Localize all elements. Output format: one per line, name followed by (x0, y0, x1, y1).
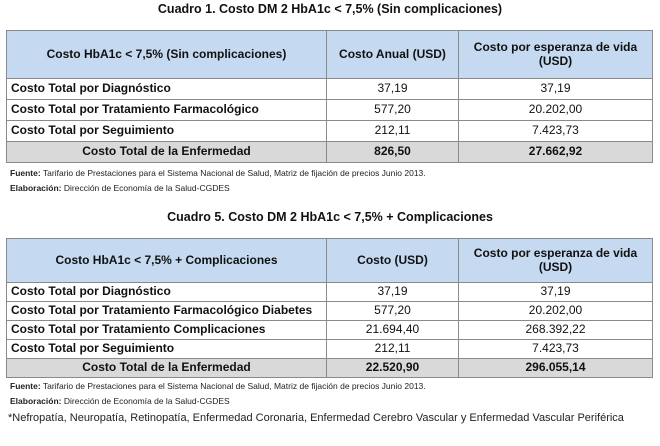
cost-table-5: Costo HbA1c < 7,5% + Complicaciones Cost… (6, 238, 653, 378)
header-life-expectancy-cost: Costo por esperanza de vida (USD) (458, 238, 653, 283)
total-value: 27.662,92 (458, 141, 653, 163)
row-value: 577,20 (326, 99, 459, 121)
total-label: Costo Total de la Enfermedad (6, 141, 327, 163)
row-value: 21.694,40 (326, 320, 459, 340)
table-5-source: Fuente: Tarifario de Prestaciones para e… (10, 381, 426, 391)
header-category: Costo HbA1c < 7,5% + Complicaciones (6, 238, 327, 283)
row-value: 577,20 (326, 301, 459, 321)
row-value: 212,11 (326, 120, 459, 142)
source-label: Fuente: (10, 168, 41, 178)
source-label: Fuente: (10, 381, 41, 391)
cost-table-1: Costo HbA1c < 7,5% (Sin complicaciones) … (6, 30, 653, 163)
row-label: Costo Total por Diagnóstico (6, 282, 327, 302)
table-1-caption: Cuadro 1. Costo DM 2 HbA1c < 7,5% (Sin c… (157, 2, 503, 16)
table-row: Costo Total por Diagnóstico 37,19 37,19 (6, 78, 653, 100)
table-row: Costo Total por Tratamiento Farmacológic… (6, 99, 653, 121)
table-1-elaboration: Elaboración: Dirección de Economía de la… (10, 183, 230, 193)
row-value: 37,19 (326, 78, 459, 100)
row-label: Costo Total por Tratamiento Farmacológic… (6, 99, 327, 121)
row-value: 268.392,22 (458, 320, 653, 340)
total-row: Costo Total de la Enfermedad 22.520,90 2… (6, 358, 653, 378)
elaboration-text: Dirección de Economía de la Salud-CGDES (63, 183, 230, 193)
elaboration-text: Dirección de Economía de la Salud-CGDES (63, 396, 230, 406)
row-value: 7.423,73 (458, 339, 653, 359)
table-row: Costo Total por Seguimiento 212,11 7.423… (6, 120, 653, 142)
row-label: Costo Total por Diagnóstico (6, 78, 327, 100)
row-label: Costo Total por Tratamiento Farmacológic… (6, 301, 327, 321)
table-header-row: Costo HbA1c < 7,5% (Sin complicaciones) … (6, 30, 653, 79)
table-row: Costo Total por Diagnóstico 37,19 37,19 (6, 282, 653, 302)
header-cost: Costo (USD) (326, 238, 459, 283)
row-label: Costo Total por Tratamiento Complicacion… (6, 320, 327, 340)
table-1-source: Fuente: Tarifario de Prestaciones para e… (10, 168, 426, 178)
row-label: Costo Total por Seguimiento (6, 120, 327, 142)
row-value: 37,19 (326, 282, 459, 302)
elaboration-label: Elaboración: (10, 396, 62, 406)
row-value: 20.202,00 (458, 301, 653, 321)
total-value: 296.055,14 (458, 358, 653, 378)
total-row: Costo Total de la Enfermedad 826,50 27.6… (6, 141, 653, 163)
row-value: 20.202,00 (458, 99, 653, 121)
table-header-row: Costo HbA1c < 7,5% + Complicaciones Cost… (6, 238, 653, 283)
table-5-elaboration: Elaboración: Dirección de Economía de la… (10, 396, 230, 406)
table-row: Costo Total por Tratamiento Complicacion… (6, 320, 653, 340)
header-annual-cost: Costo Anual (USD) (326, 30, 459, 79)
row-value: 212,11 (326, 339, 459, 359)
row-label: Costo Total por Seguimiento (6, 339, 327, 359)
row-value: 7.423,73 (458, 120, 653, 142)
header-life-expectancy-cost: Costo por esperanza de vida (USD) (458, 30, 653, 79)
source-text: Tarifario de Prestaciones para el Sistem… (42, 168, 426, 178)
elaboration-label: Elaboración: (10, 183, 62, 193)
row-value: 37,19 (458, 78, 653, 100)
total-value: 22.520,90 (326, 358, 459, 378)
row-value: 37,19 (458, 282, 653, 302)
table-row: Costo Total por Tratamiento Farmacológic… (6, 301, 653, 321)
source-text: Tarifario de Prestaciones para el Sistem… (42, 381, 426, 391)
table-5-caption: Cuadro 5. Costo DM 2 HbA1c < 7,5% + Comp… (167, 210, 493, 224)
header-category: Costo HbA1c < 7,5% (Sin complicaciones) (6, 30, 327, 79)
complications-footnote: *Nefropatía, Neuropatía, Retinopatía, En… (8, 412, 624, 424)
total-value: 826,50 (326, 141, 459, 163)
table-row: Costo Total por Seguimiento 212,11 7.423… (6, 339, 653, 359)
total-label: Costo Total de la Enfermedad (6, 358, 327, 378)
